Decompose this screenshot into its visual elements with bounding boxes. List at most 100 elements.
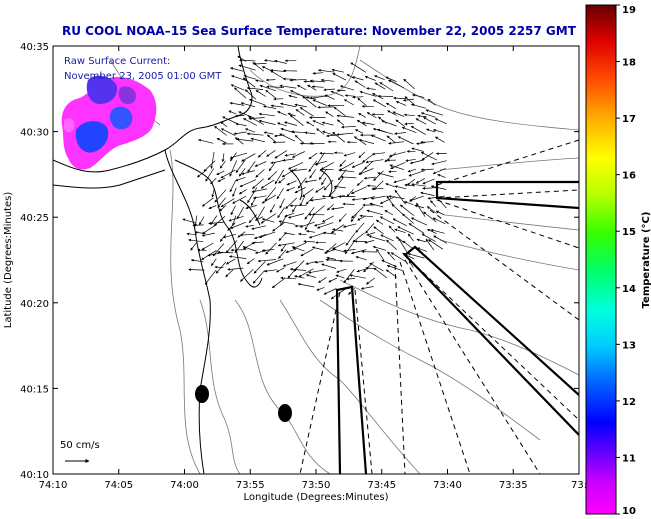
current-vector-arrow xyxy=(294,186,306,194)
current-vector-arrow xyxy=(357,215,366,221)
current-vector-arrow xyxy=(370,195,386,200)
current-vector-arrow xyxy=(320,162,334,170)
current-vector-arrow xyxy=(309,169,316,179)
current-vector-arrow xyxy=(309,79,326,83)
current-vector-arrow xyxy=(338,169,347,181)
current-vector-arrow xyxy=(373,180,384,190)
current-vector-arrow xyxy=(241,153,256,162)
current-vector-arrow xyxy=(238,189,247,195)
current-vector-arrow xyxy=(308,152,318,160)
current-vector-arrow xyxy=(252,178,264,189)
current-vector-arrow xyxy=(356,179,364,186)
current-vector-arrow xyxy=(344,242,354,255)
current-vector-arrow xyxy=(394,132,406,135)
current-vector-arrow xyxy=(370,134,386,142)
current-vector-arrow xyxy=(332,131,346,143)
current-vector-arrow xyxy=(388,225,396,233)
current-vector-arrow xyxy=(247,115,264,125)
current-vector-arrow xyxy=(255,90,266,97)
current-vector-arrow xyxy=(190,258,204,263)
current-vector-arrow xyxy=(392,218,407,227)
current-vector-arrow xyxy=(240,102,256,108)
current-vector-arrow xyxy=(248,117,265,120)
current-vector-arrow xyxy=(291,246,305,252)
current-vector-arrow xyxy=(277,207,285,219)
current-vector-arrow xyxy=(304,131,316,135)
current-vector-arrow xyxy=(244,89,257,100)
current-vector-arrow xyxy=(388,195,405,199)
current-vector-arrow xyxy=(432,129,444,133)
current-vector-arrow xyxy=(188,238,204,243)
current-vector-arrow xyxy=(410,103,427,109)
inset-line-2: November 23, 2005 01:00 GMT xyxy=(64,71,222,82)
current-vector-arrow xyxy=(428,239,444,250)
current-vector-arrow xyxy=(420,168,434,172)
current-vector-arrow xyxy=(319,151,334,155)
current-vector-arrow xyxy=(190,242,197,251)
current-vector-arrow xyxy=(394,185,407,190)
current-vector-arrow xyxy=(411,147,424,152)
current-vector-arrow xyxy=(342,202,355,206)
current-vector-arrow xyxy=(402,240,414,250)
current-vector-arrow xyxy=(381,259,398,268)
current-vector-arrow xyxy=(410,125,426,135)
current-vector-arrow xyxy=(312,120,325,126)
current-vector-arrow xyxy=(385,269,397,278)
current-vector-arrow xyxy=(217,250,234,254)
current-vector-arrow xyxy=(264,269,277,273)
current-vector-arrow xyxy=(247,161,256,173)
current-vector-arrow xyxy=(284,153,296,157)
current-vector-arrow xyxy=(314,260,324,264)
current-vector-arrow xyxy=(408,260,414,268)
current-vector-arrow xyxy=(374,75,385,81)
current-vector-arrow xyxy=(366,184,376,188)
current-vector-arrow xyxy=(302,95,317,108)
current-vector-arrow xyxy=(387,251,396,261)
current-vector-arrow xyxy=(289,114,304,126)
current-vector-arrow xyxy=(220,198,235,208)
current-vector-arrow xyxy=(358,112,366,118)
current-vector-arrow xyxy=(318,168,328,180)
x-tick-label: 74:00 xyxy=(170,480,199,491)
current-vector-arrow xyxy=(384,152,397,163)
current-vector-arrow xyxy=(365,159,384,164)
current-vector-arrow xyxy=(358,138,374,144)
current-vector-arrow xyxy=(358,168,374,175)
current-vector-arrow xyxy=(270,160,284,165)
current-vector-arrow xyxy=(410,217,428,226)
current-vector-arrow xyxy=(395,119,406,128)
current-vector-arrow xyxy=(304,179,317,183)
current-vector-arrow xyxy=(234,240,244,254)
current-vector-arrow xyxy=(343,152,356,157)
current-vector-arrow xyxy=(432,217,446,225)
current-vector-arrow xyxy=(303,240,316,243)
x-tick-label: 73:3 xyxy=(571,480,593,491)
current-vector-arrow xyxy=(279,133,296,142)
current-vector-arrow xyxy=(342,223,357,228)
current-vector-arrow xyxy=(287,267,298,279)
current-vector-arrow xyxy=(432,168,446,175)
current-vector-arrow xyxy=(261,218,275,223)
current-vector-arrow xyxy=(225,258,236,265)
current-vector-arrow xyxy=(350,249,367,255)
current-vector-arrow xyxy=(366,277,376,285)
current-vector-arrow xyxy=(321,215,334,223)
current-vector-arrow xyxy=(386,264,404,272)
current-vector-arrow xyxy=(406,179,415,186)
current-vector-arrow xyxy=(407,233,414,242)
current-vector-arrow xyxy=(379,196,396,205)
current-vector-arrow xyxy=(340,175,357,179)
current-vector-arrow xyxy=(352,95,364,99)
current-vector-arrow xyxy=(201,232,215,237)
current-vector-arrow xyxy=(227,267,244,271)
current-vector-arrow xyxy=(309,197,326,202)
current-vector-arrow xyxy=(331,228,344,232)
current-vector-arrow xyxy=(282,77,296,81)
current-vector-arrow xyxy=(331,68,344,73)
current-vector-arrow xyxy=(232,187,237,197)
current-vector-arrow xyxy=(255,79,264,83)
current-vector-arrow xyxy=(372,99,387,108)
current-vector-arrow xyxy=(291,151,305,158)
current-vector-arrow xyxy=(232,195,247,204)
current-vector-arrow xyxy=(372,152,386,156)
